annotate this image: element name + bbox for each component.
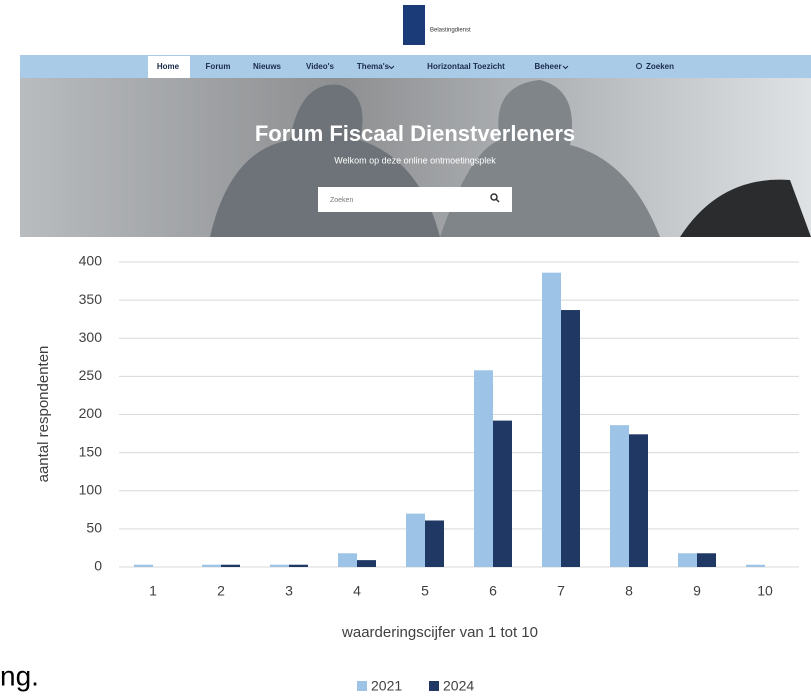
nav-active bbox=[148, 56, 190, 78]
bar bbox=[474, 370, 493, 567]
x-tick-label: 6 bbox=[489, 583, 497, 599]
chart: waarderingscijfer van 1 tot 10 aantal re… bbox=[35, 253, 799, 694]
y-tick-label: 100 bbox=[79, 481, 103, 497]
bar bbox=[270, 564, 289, 567]
x-tick-label: 10 bbox=[757, 583, 773, 599]
caret bbox=[388, 65, 569, 70]
logo bbox=[403, 5, 425, 45]
bar bbox=[134, 564, 153, 567]
x-axis-title: waarderingscijfer van 1 tot 10 bbox=[341, 624, 538, 641]
bar bbox=[542, 272, 561, 567]
bar bbox=[406, 513, 425, 567]
bar bbox=[561, 310, 580, 567]
search-icon bbox=[495, 198, 500, 203]
search-placeholder: Zoeken bbox=[330, 197, 353, 204]
bar bbox=[629, 434, 648, 567]
x-tick-label: 4 bbox=[353, 583, 361, 599]
y-tick-label: 150 bbox=[79, 443, 103, 459]
bar bbox=[678, 553, 697, 567]
nav-item[interactable]: Video's bbox=[306, 62, 335, 71]
x-tick-label: 8 bbox=[625, 583, 633, 599]
y-tick-label: 400 bbox=[79, 253, 103, 269]
nav-item[interactable]: Horizontaal Toezicht bbox=[427, 62, 505, 71]
bar bbox=[610, 425, 629, 567]
nav-item[interactable]: Home bbox=[157, 62, 180, 71]
legend-label: 2024 bbox=[443, 678, 474, 693]
y-tick-label: 0 bbox=[94, 558, 102, 574]
bar bbox=[338, 553, 357, 567]
nav-item[interactable]: Nieuws bbox=[253, 62, 282, 71]
nav-bar bbox=[20, 55, 811, 78]
nav-item[interactable]: Zoeken bbox=[646, 62, 674, 71]
bar bbox=[357, 560, 376, 567]
bar bbox=[221, 564, 240, 567]
bar bbox=[289, 564, 308, 567]
nav-item[interactable]: Beheer bbox=[534, 62, 561, 71]
y-tick-label: 350 bbox=[79, 291, 103, 307]
logo-text: Belastingdienst bbox=[430, 28, 471, 34]
bar bbox=[425, 520, 444, 567]
x-tick-label: 5 bbox=[421, 583, 429, 599]
y-tick-label: 200 bbox=[79, 405, 103, 421]
x-tick-label: 1 bbox=[149, 583, 157, 599]
hero-subtitle: Welkom op deze online ontmoetingsplek bbox=[334, 155, 496, 165]
bar bbox=[697, 553, 716, 567]
search-icon bbox=[636, 63, 642, 69]
nav-item[interactable]: Forum bbox=[206, 62, 231, 71]
x-tick-label: 2 bbox=[217, 583, 225, 599]
search-box[interactable] bbox=[318, 187, 512, 212]
text-fragment: ng. bbox=[0, 660, 39, 691]
bar bbox=[202, 564, 221, 567]
y-axis-title: aantal respondenten bbox=[35, 346, 52, 483]
x-tick-label: 7 bbox=[557, 583, 565, 599]
hero-title: Forum Fiscaal Dienstverleners bbox=[255, 121, 575, 146]
y-tick-label: 50 bbox=[86, 520, 102, 536]
legend-swatch bbox=[429, 681, 439, 691]
y-tick-label: 250 bbox=[79, 367, 103, 383]
y-tick-label: 300 bbox=[79, 329, 103, 345]
x-tick-label: 9 bbox=[693, 583, 701, 599]
chair bbox=[680, 179, 811, 237]
bar bbox=[746, 564, 765, 567]
nav-item[interactable]: Thema's bbox=[357, 62, 390, 71]
x-tick-label: 3 bbox=[285, 583, 293, 599]
search-icon[interactable] bbox=[490, 193, 498, 201]
bar bbox=[493, 420, 512, 567]
legend-swatch bbox=[357, 681, 367, 691]
legend-label: 2021 bbox=[371, 678, 402, 693]
